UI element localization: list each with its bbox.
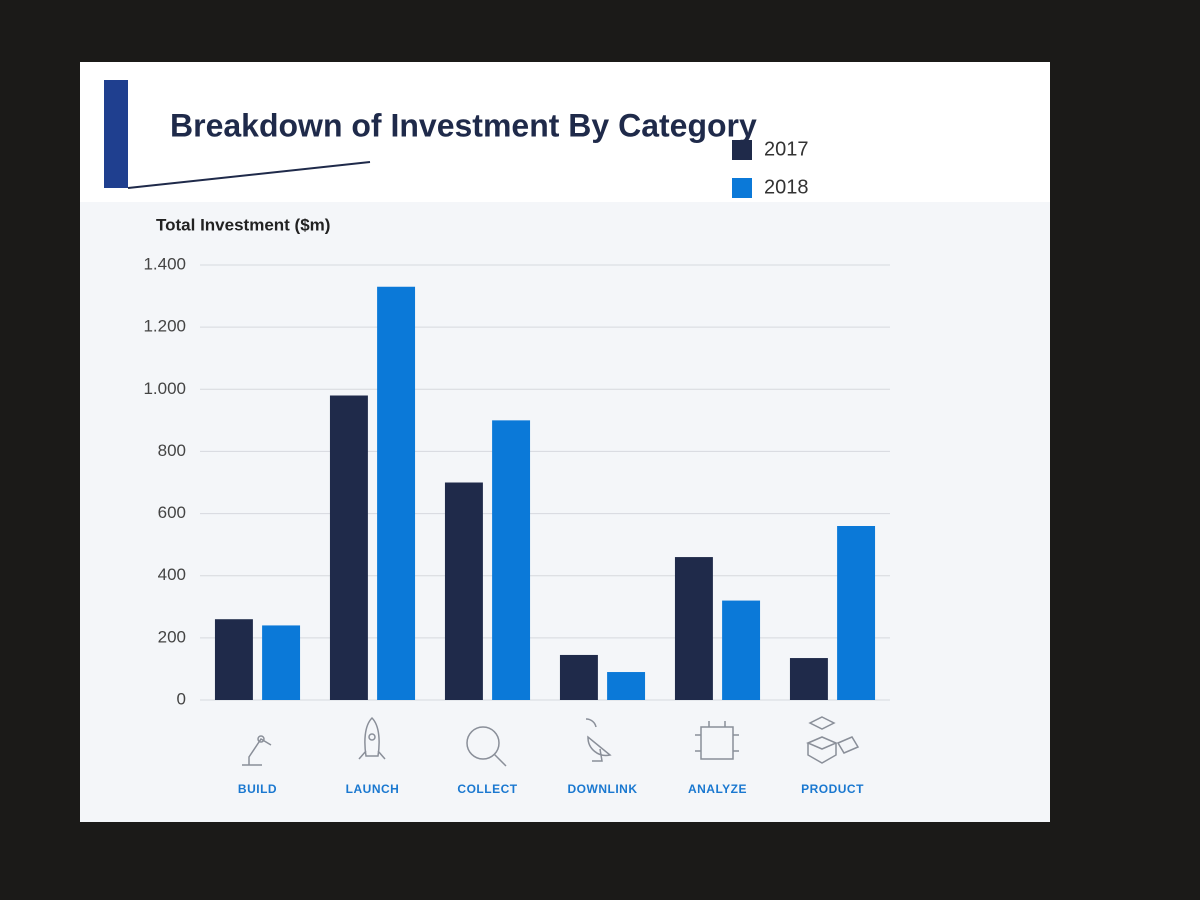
x-tick-label: DOWNLINK	[568, 782, 638, 796]
y-tick-label: 400	[158, 565, 186, 584]
chart-title: Breakdown of Investment By Category	[170, 107, 757, 143]
y-tick-label: 1.400	[143, 254, 186, 273]
y-tick-label: 800	[158, 441, 186, 460]
y-tick-label: 200	[158, 627, 186, 646]
bar	[377, 286, 416, 700]
bar	[214, 619, 253, 700]
y-axis-label: Total Investment ($m)	[156, 215, 330, 234]
title-underline	[127, 161, 371, 189]
bar	[559, 654, 598, 700]
bar	[444, 482, 483, 700]
x-tick-label: PRODUCT	[801, 782, 864, 796]
legend-label: 2017	[764, 138, 809, 160]
legend-label: 2018	[764, 176, 809, 198]
analyze-icon	[695, 721, 739, 760]
launch-icon	[358, 716, 386, 760]
category-icons	[242, 716, 860, 767]
bar	[722, 600, 761, 700]
y-tick-label: 600	[158, 503, 186, 522]
slide-header	[80, 62, 1050, 202]
bar	[789, 658, 828, 700]
product-icon	[806, 716, 860, 764]
bar	[607, 672, 646, 700]
bar	[492, 420, 531, 700]
bar	[674, 557, 713, 700]
build-icon	[242, 735, 272, 766]
x-tick-label: BUILD	[238, 782, 277, 796]
collect-icon	[466, 726, 507, 767]
x-tick-label: LAUNCH	[346, 782, 400, 796]
y-tick-label: 1.000	[143, 379, 186, 398]
downlink-icon	[585, 718, 612, 762]
bar	[837, 526, 876, 700]
x-tick-label: COLLECT	[457, 782, 517, 796]
title-accent	[104, 80, 128, 188]
legend-swatch	[732, 140, 752, 160]
legend-swatch	[732, 178, 752, 198]
y-tick-label: 0	[177, 689, 186, 708]
bar	[329, 395, 368, 700]
x-tick-label: ANALYZE	[688, 782, 747, 796]
y-tick-label: 1.200	[143, 317, 186, 336]
bar	[262, 625, 301, 700]
